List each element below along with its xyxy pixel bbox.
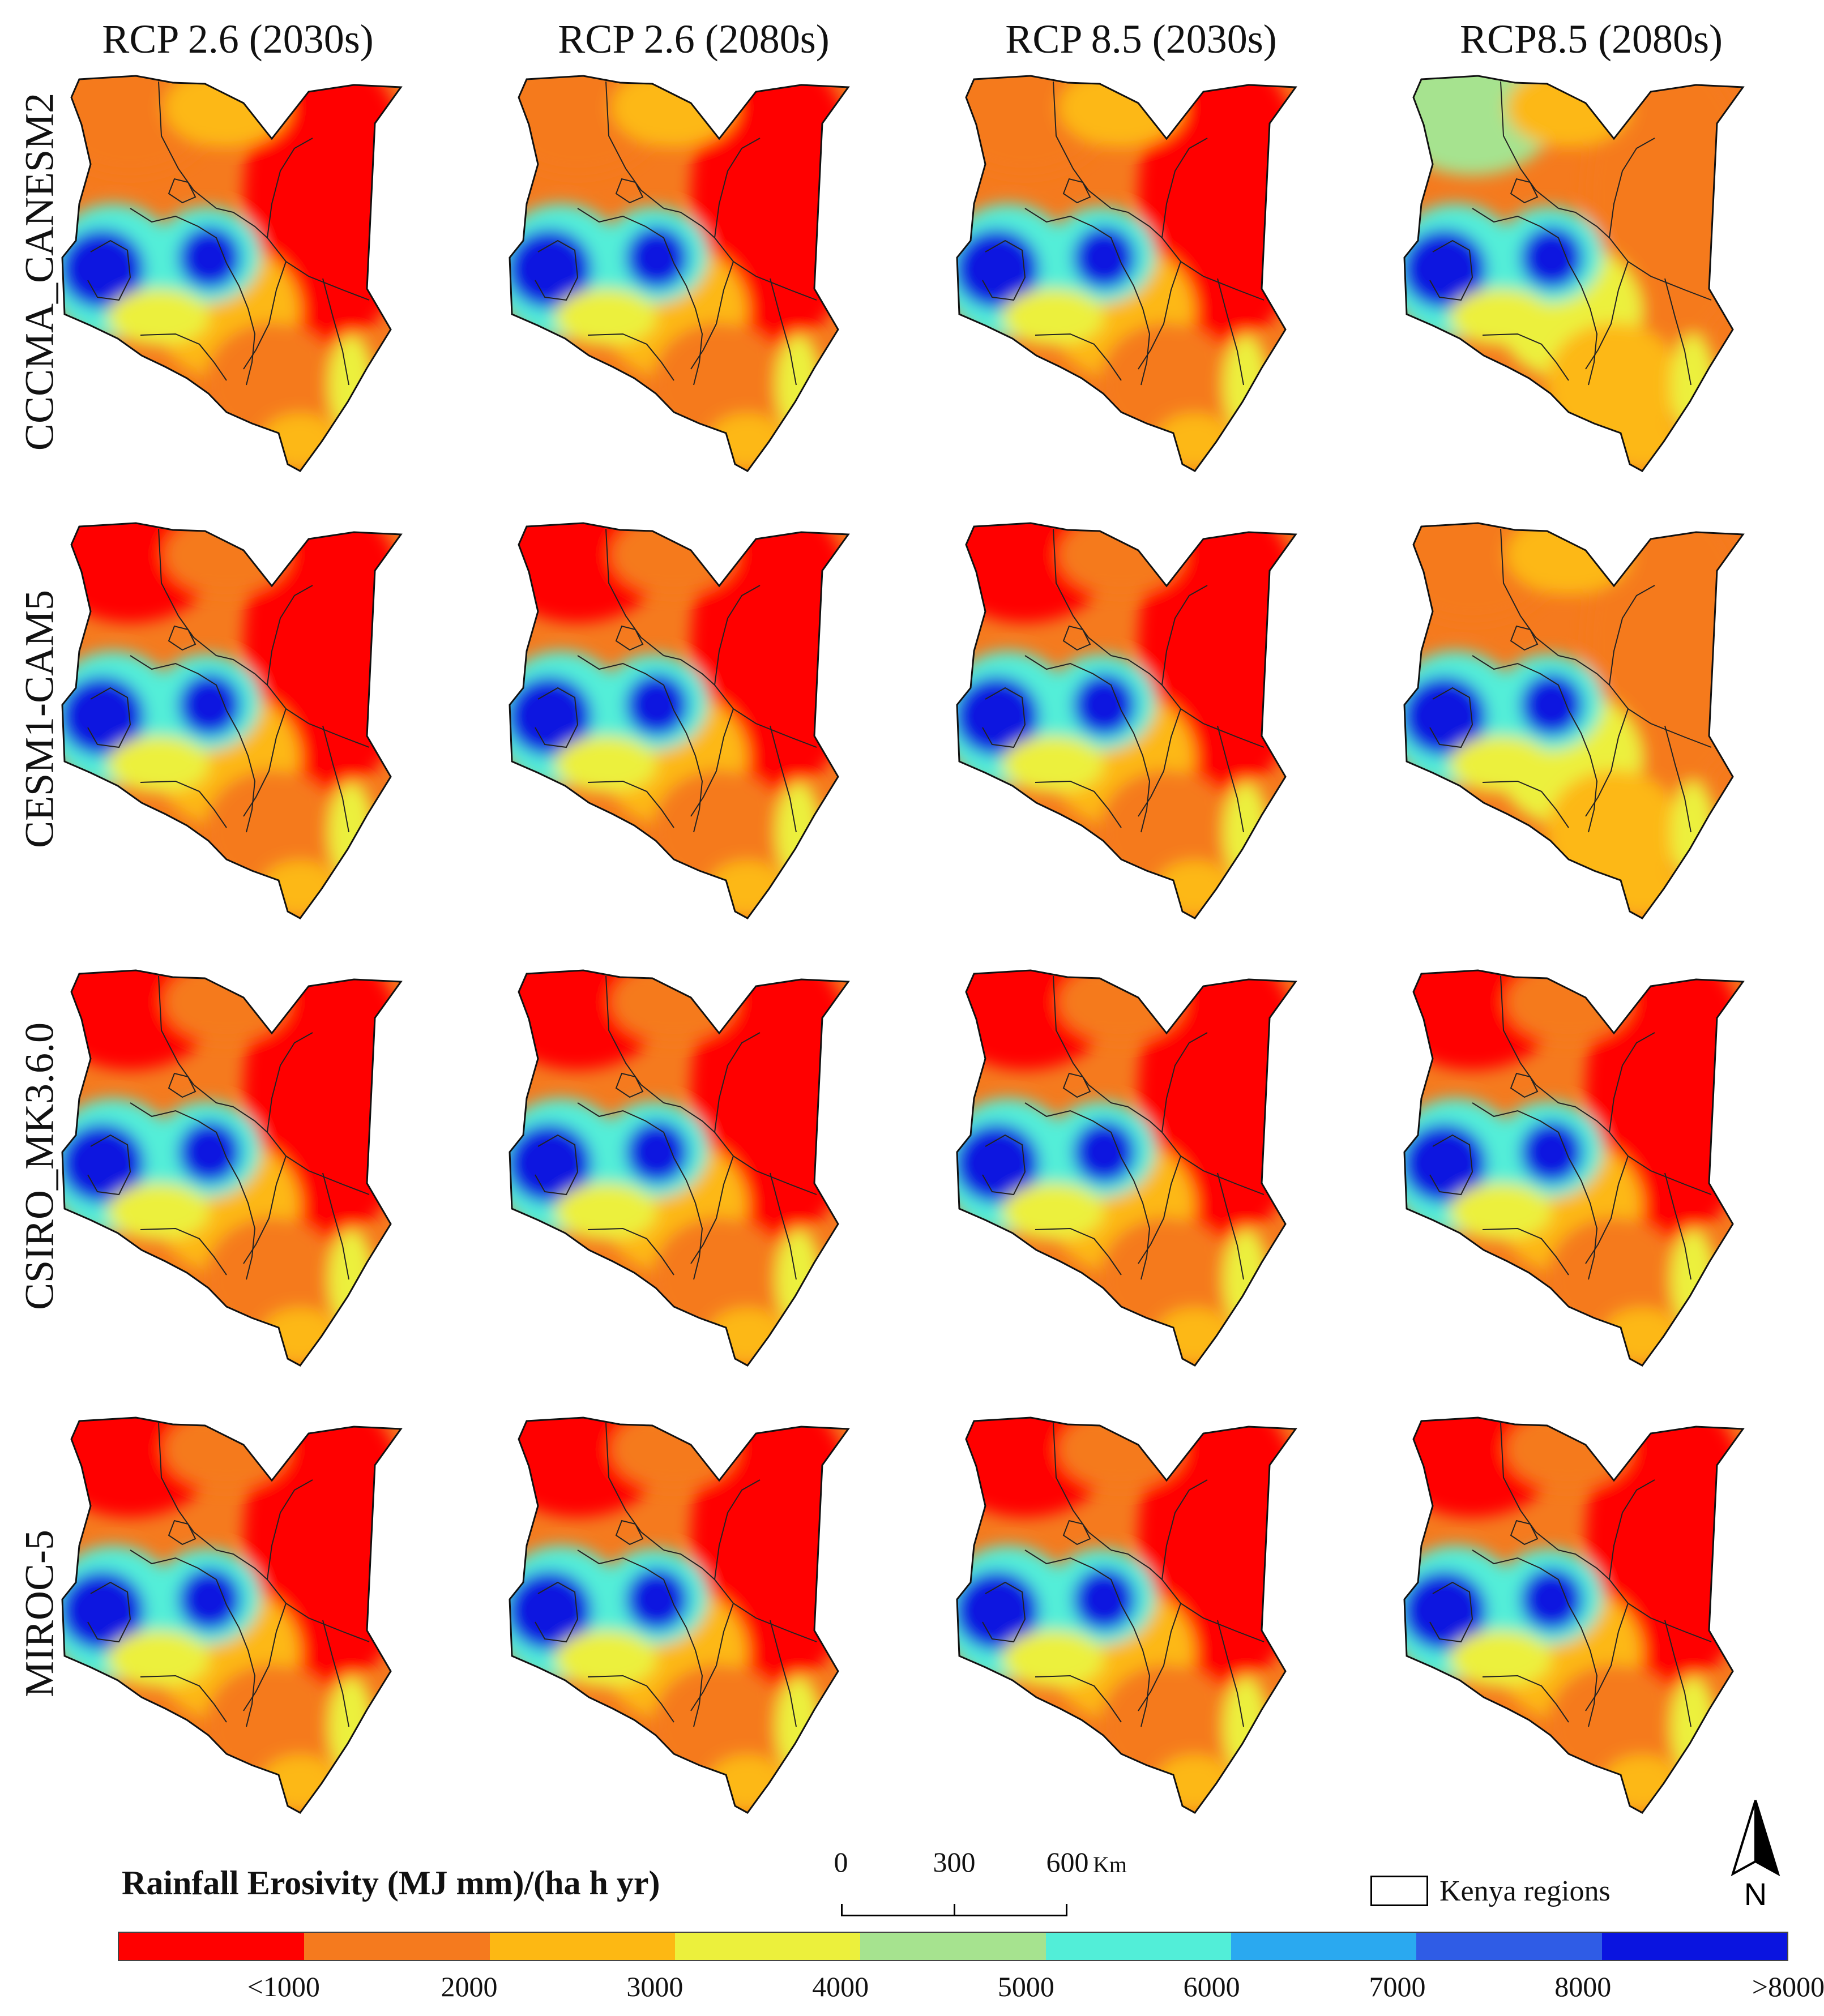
map-panel	[951, 515, 1314, 928]
color-bar-label: 5000	[997, 1971, 1054, 2002]
map-panel	[951, 1410, 1314, 1823]
color-bar-segment	[489, 1933, 675, 1960]
color-bar-label: <1000	[247, 1971, 320, 2002]
north-arrow-icon: N	[1722, 1795, 1789, 1912]
color-bar-label: 2000	[441, 1971, 498, 2002]
scale-tick-label: 0	[834, 1846, 848, 1878]
color-bar-label: 6000	[1183, 1971, 1240, 2002]
color-bar-label: 3000	[626, 1971, 684, 2002]
color-bar	[118, 1932, 1788, 1961]
color-bar-label: 4000	[812, 1971, 869, 2002]
map-panel	[951, 68, 1314, 481]
map-panel	[57, 68, 419, 481]
scale-bar: 0 300 600 Km	[793, 1846, 1133, 1931]
color-bar-segment	[860, 1933, 1046, 1960]
color-bar-segment	[674, 1933, 861, 1960]
color-bar-segment	[119, 1933, 305, 1960]
map-panel	[1399, 515, 1761, 928]
regions-key: Kenya regions	[1370, 1874, 1611, 1908]
legend-title: Rainfall Erosivity (MJ mm)/(ha h yr)	[122, 1864, 660, 1902]
column-header: RCP 2.6 (2030s)	[102, 16, 374, 62]
map-panel	[1399, 1410, 1761, 1823]
scale-unit: Km	[1093, 1852, 1127, 1877]
map-panel	[504, 962, 866, 1376]
north-arrow-label: N	[1744, 1876, 1767, 1908]
color-bar-label: 8000	[1554, 1971, 1612, 2002]
color-bar-label: 7000	[1369, 1971, 1426, 2002]
map-panel	[504, 515, 866, 928]
color-bar-label: >8000	[1752, 1971, 1824, 2002]
map-panel	[57, 1410, 419, 1823]
map-panel	[1399, 962, 1761, 1376]
color-bar-segment	[1045, 1933, 1231, 1960]
color-bar-segment	[1231, 1933, 1417, 1960]
regions-key-swatch	[1370, 1876, 1428, 1906]
map-panel	[504, 68, 866, 481]
scale-tick-label: 600	[1046, 1846, 1089, 1878]
column-header: RCP8.5 (2080s)	[1459, 16, 1723, 62]
color-bar-segment	[1416, 1933, 1602, 1960]
scale-tick-label: 300	[933, 1846, 976, 1878]
column-header: RCP 8.5 (2030s)	[1005, 16, 1277, 62]
map-panel	[1399, 68, 1761, 481]
color-bar-segment	[1601, 1933, 1787, 1960]
map-panel	[951, 962, 1314, 1376]
color-bar-segment	[304, 1933, 490, 1960]
color-bar-labels: <1000 2000 3000 4000 5000 6000 7000 8000 >8000	[118, 1970, 1824, 2010]
map-panel	[57, 515, 419, 928]
column-header: RCP 2.6 (2080s)	[558, 16, 830, 62]
scale-line	[841, 1902, 1067, 1916]
map-panel	[504, 1410, 866, 1823]
regions-key-label: Kenya regions	[1439, 1874, 1611, 1907]
map-panel	[57, 962, 419, 1376]
